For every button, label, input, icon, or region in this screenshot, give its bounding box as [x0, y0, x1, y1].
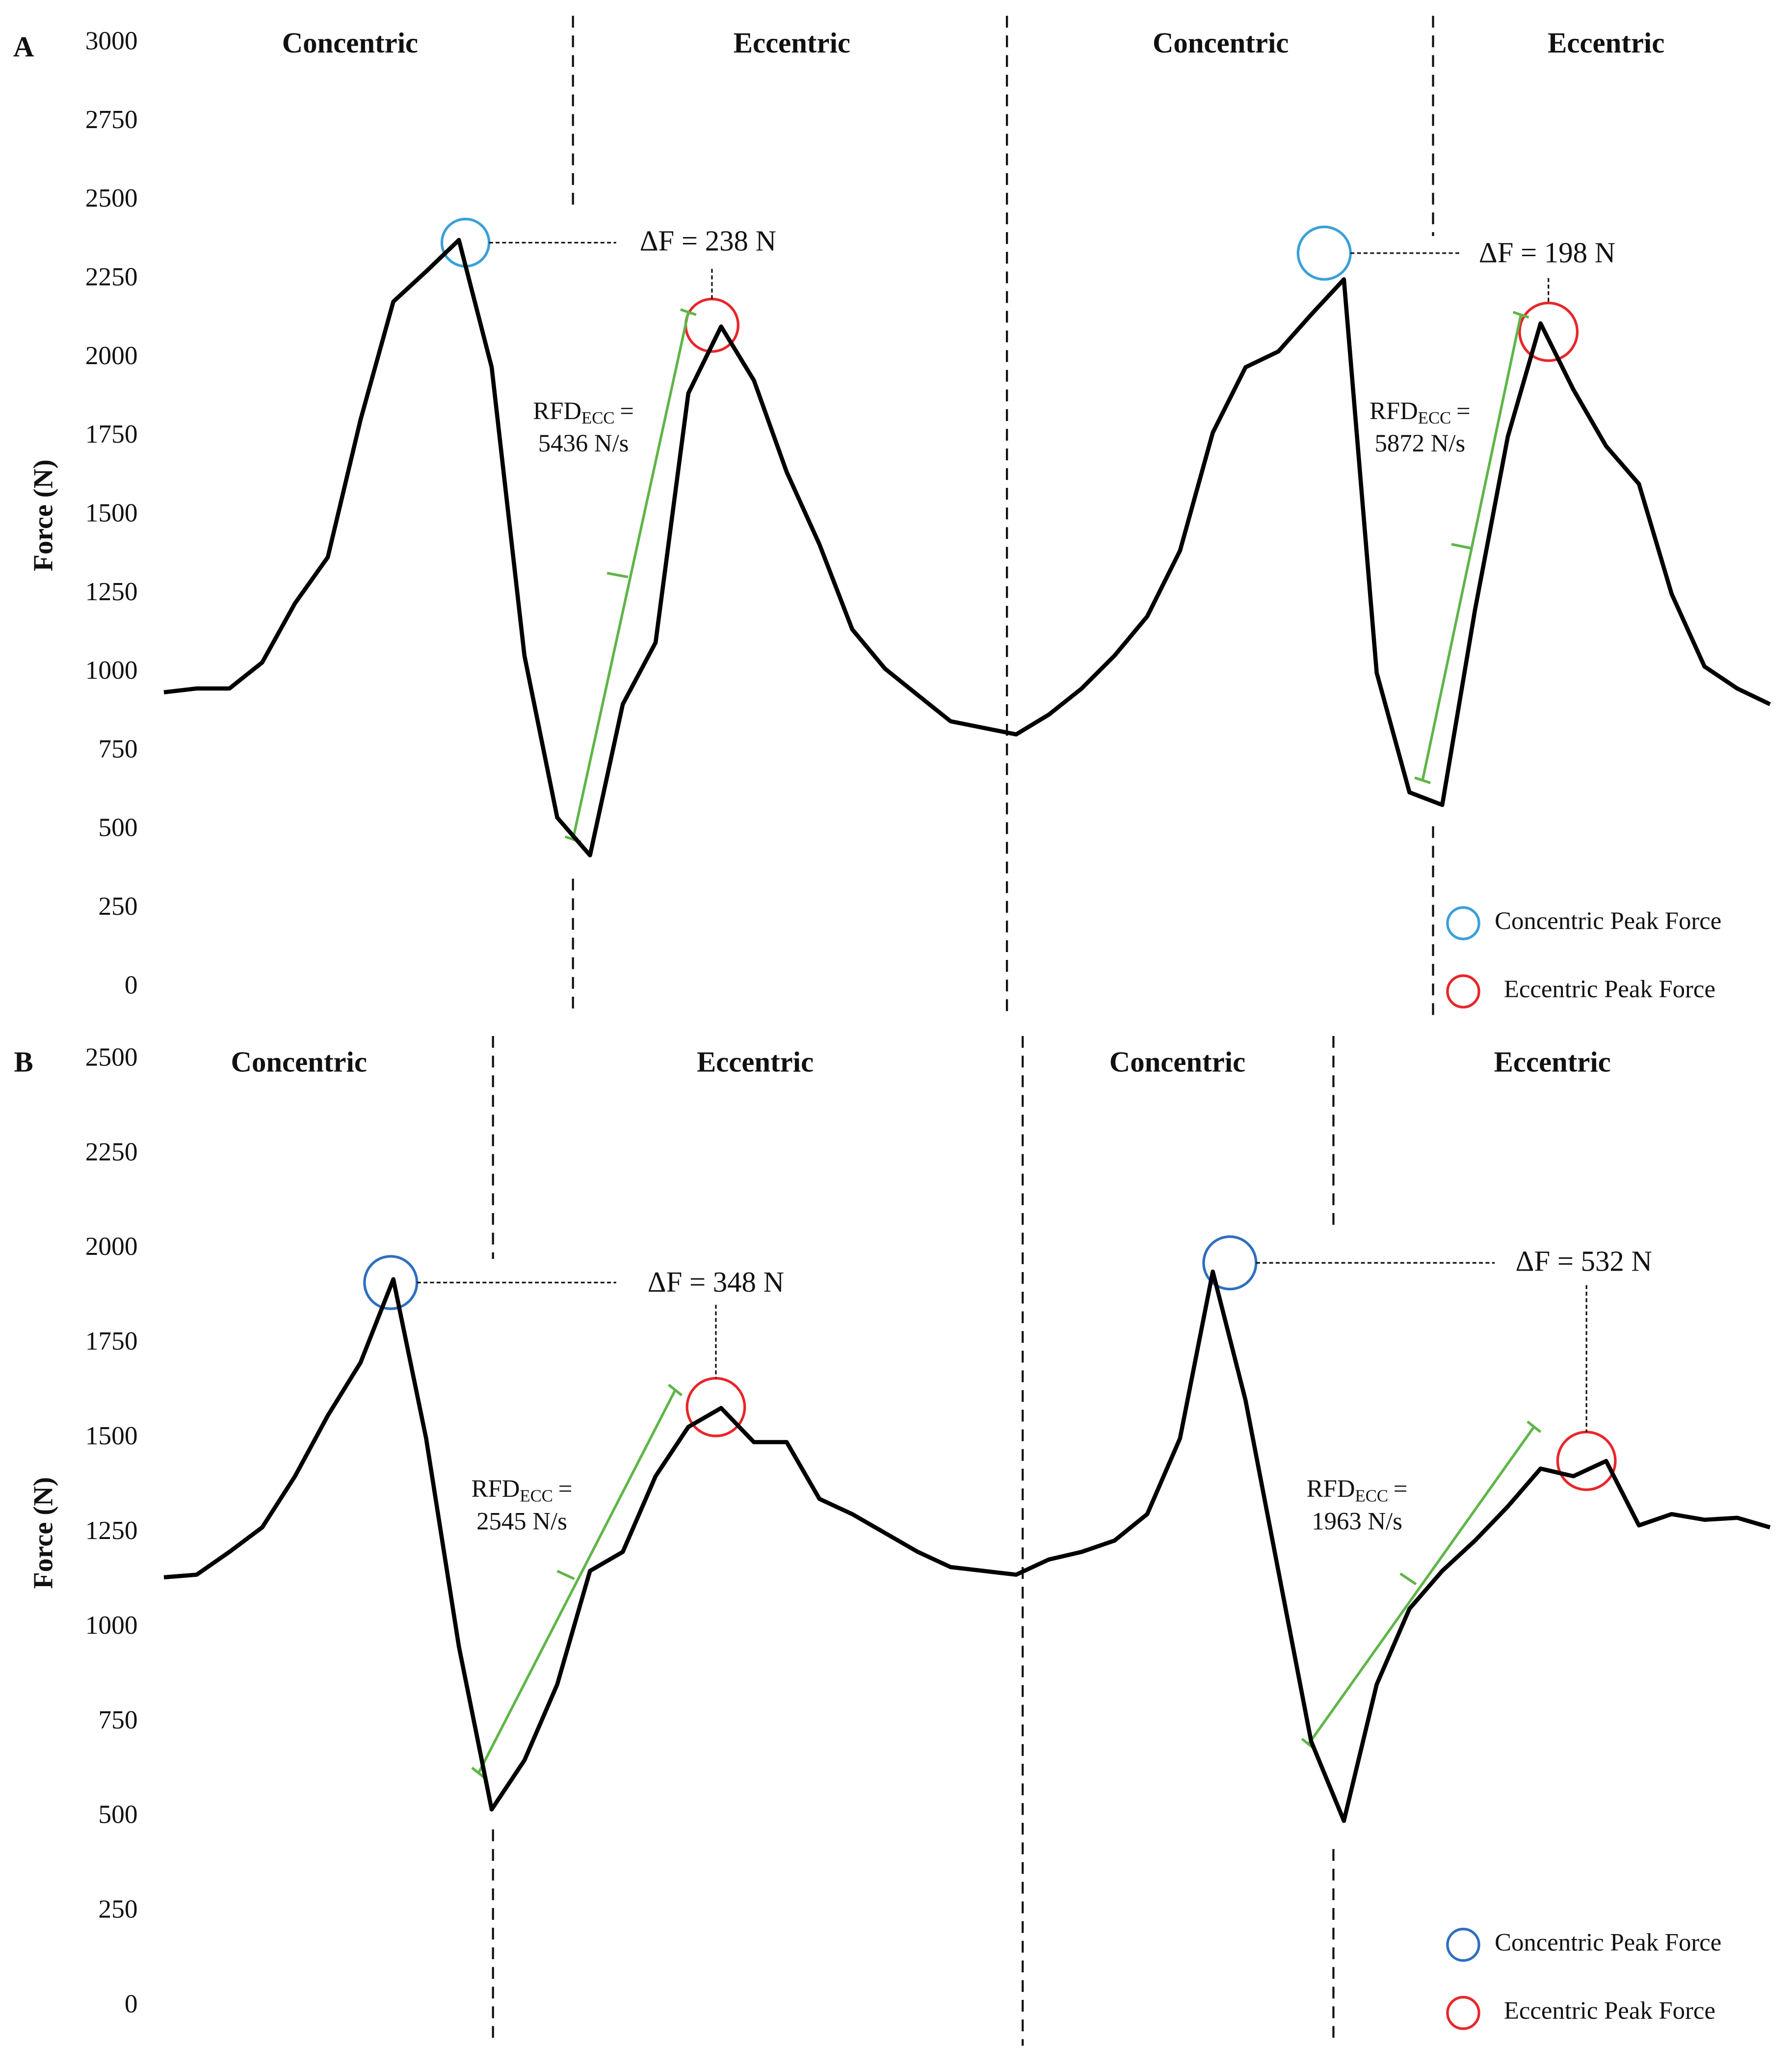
- rfd-equals: =: [1394, 1475, 1408, 1502]
- y-tick-label: 750: [98, 734, 137, 763]
- y-tick-label: 1500: [85, 498, 138, 527]
- rfd-value: 2545 N/s: [476, 1508, 567, 1535]
- y-axis-label: Force (N): [28, 1477, 58, 1589]
- legend-label: Eccentric Peak Force: [1504, 1996, 1715, 2024]
- legend-marker: [1446, 974, 1480, 1009]
- rfd-text: RFD: [1307, 1475, 1355, 1502]
- legend-label: Eccentric Peak Force: [1504, 975, 1715, 1003]
- rfd-equals: =: [558, 1475, 573, 1502]
- y-tick-label: 1000: [85, 655, 138, 685]
- annotation-shapes: [363, 16, 1617, 2046]
- phase-label: Concentric: [1109, 1046, 1245, 1078]
- y-tick-label: 500: [98, 1800, 137, 1829]
- legend-marker: [1446, 1927, 1480, 1962]
- y-tick-label: 1000: [85, 1610, 138, 1640]
- rfd-subscript: ECC: [581, 408, 615, 427]
- y-tick-label: 2000: [85, 1231, 138, 1261]
- rfd-subscript: ECC: [1418, 408, 1451, 427]
- force-line: [163, 238, 1771, 858]
- y-tick-label: 2500: [85, 1042, 138, 1071]
- delta-f-label: ΔF = 198 N: [1479, 237, 1615, 269]
- rfd-label: RFDECC =: [1370, 397, 1471, 427]
- phase-label: Eccentric: [734, 27, 850, 59]
- y-tick-label: 2250: [85, 262, 138, 292]
- y-tick-label: 250: [98, 1894, 137, 1924]
- delta-f-label: ΔF = 348 N: [648, 1266, 784, 1298]
- y-tick-label: 2500: [85, 183, 138, 213]
- rfd-equals: =: [620, 397, 634, 424]
- phase-label: Concentric: [282, 27, 418, 59]
- y-tick-label: 1500: [85, 1421, 138, 1450]
- panel-label: B: [14, 1046, 33, 1078]
- y-tick-label: 250: [98, 891, 137, 921]
- y-tick-label: 500: [98, 813, 137, 842]
- rfd-value: 5436 N/s: [538, 429, 629, 457]
- delta-f-label: ΔF = 238 N: [640, 225, 776, 257]
- legend-marker: [1446, 1995, 1480, 2030]
- y-tick-label: 2250: [85, 1137, 138, 1166]
- rfd-subscript: ECC: [1355, 1487, 1389, 1506]
- legend-label: Concentric Peak Force: [1495, 907, 1721, 934]
- y-tick-label: 3000: [85, 26, 138, 55]
- rfd-equals: =: [1456, 397, 1471, 424]
- y-tick-label: 2750: [85, 105, 138, 134]
- force-line: [163, 1269, 1771, 1823]
- y-tick-label: 0: [125, 1989, 138, 2019]
- y-tick-label: 1250: [85, 1515, 138, 1545]
- legend-label: Concentric Peak Force: [1495, 1928, 1721, 1956]
- delta-f-label: ΔF = 532 N: [1516, 1245, 1652, 1277]
- phase-label: Eccentric: [697, 1046, 814, 1078]
- rfd-text: RFD: [533, 397, 581, 424]
- rfd-value: 5872 N/s: [1374, 429, 1465, 457]
- phase-label: Eccentric: [1548, 27, 1664, 59]
- legend-marker: [1446, 906, 1480, 940]
- y-tick-label: 1750: [85, 419, 138, 449]
- phase-label: Concentric: [231, 1046, 367, 1078]
- y-tick-label: 2000: [85, 341, 138, 370]
- y-tick-label: 0: [125, 970, 138, 999]
- phase-label: Concentric: [1153, 27, 1289, 59]
- y-tick-label: 1750: [85, 1326, 138, 1355]
- rfd-label: RFDECC =: [472, 1475, 573, 1506]
- y-tick-label: 750: [98, 1705, 137, 1734]
- y-axis-label: Force (N): [28, 459, 58, 571]
- rfd-label: RFDECC =: [1307, 1475, 1408, 1506]
- rfd-label: RFDECC =: [533, 397, 634, 427]
- rfd-text: RFD: [1370, 397, 1418, 424]
- y-tick-label: 1250: [85, 577, 138, 606]
- panel-label: A: [13, 31, 34, 63]
- phase-label: Eccentric: [1494, 1046, 1611, 1078]
- rfd-subscript: ECC: [520, 1487, 553, 1506]
- rfd-text: RFD: [472, 1475, 520, 1502]
- rfd-value: 1963 N/s: [1312, 1508, 1402, 1535]
